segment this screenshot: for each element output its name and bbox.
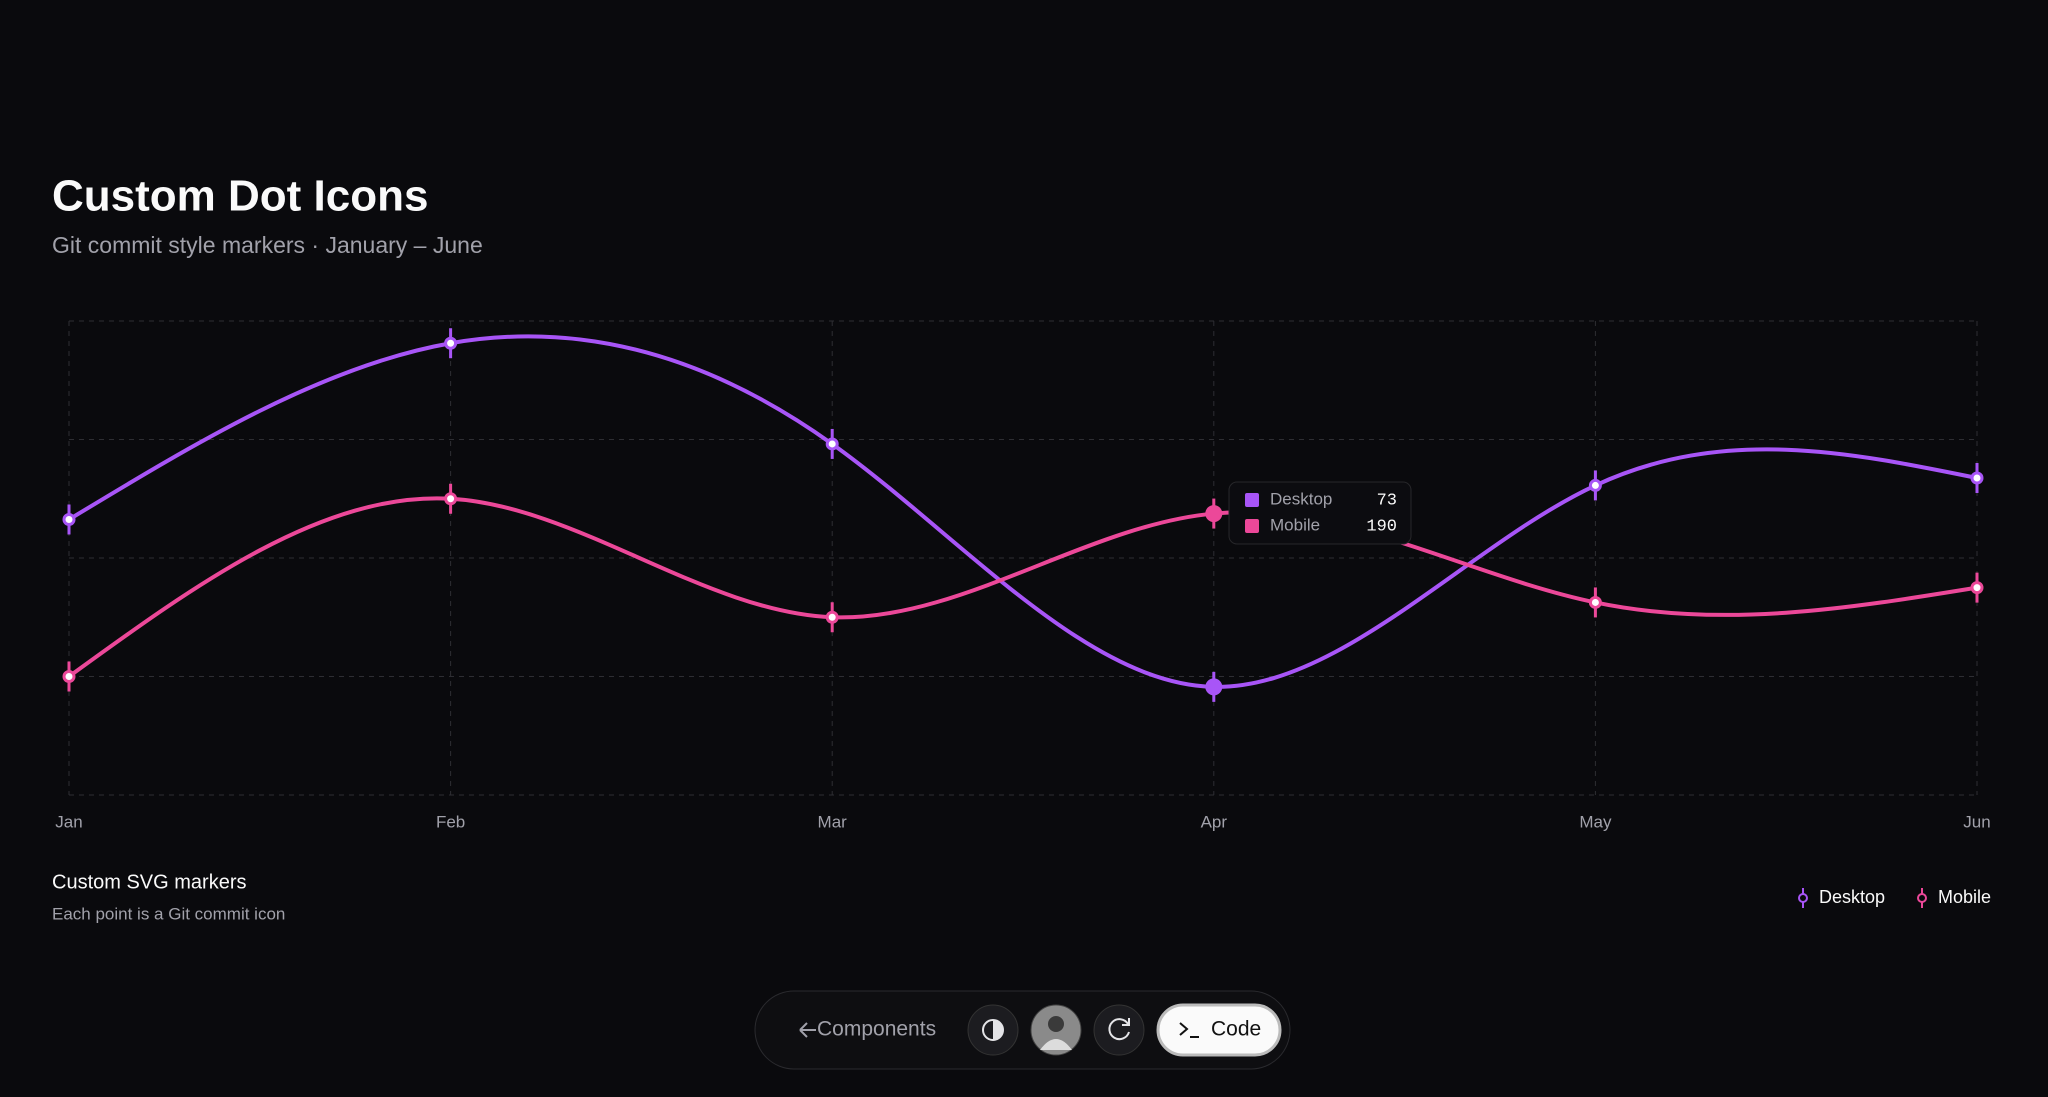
- commit-marker: [1588, 587, 1602, 618]
- commit-dot: [1205, 505, 1223, 523]
- legend-label: Desktop: [1819, 887, 1885, 907]
- series-line: [67, 496, 1978, 679]
- caption: Custom SVG markers: [52, 871, 246, 893]
- commit-dot: [825, 437, 839, 451]
- arrow-icon: [799, 1022, 816, 1038]
- avatar[interactable]: [1030, 1004, 1082, 1056]
- toolbar: Components Code: [754, 990, 1291, 1070]
- code-button[interactable]: Code: [1156, 1003, 1282, 1057]
- commit-marker: [1205, 498, 1223, 529]
- commit-marker: [1588, 470, 1602, 501]
- commit-marker: [825, 428, 839, 459]
- description: Each point is a Git commit icon: [52, 904, 285, 923]
- tooltip: Desktop 73 Mobile 190: [1228, 481, 1412, 545]
- refresh-button[interactable]: [1093, 1004, 1145, 1056]
- button-bg: [1156, 1003, 1282, 1057]
- lines: [67, 334, 1978, 689]
- commit-dot: [444, 492, 458, 506]
- tooltip-value: 73: [1377, 491, 1397, 510]
- commit-marker: [444, 483, 458, 514]
- x-tick-label: Feb: [436, 812, 465, 831]
- commit-marker: [1970, 572, 1984, 603]
- refresh-icon: [1108, 1018, 1130, 1041]
- commit-marker: [62, 504, 76, 535]
- series-line: [67, 334, 1978, 689]
- commit-dot: [62, 670, 76, 683]
- commit-dot: [62, 512, 76, 526]
- x-tick-label: May: [1579, 812, 1612, 831]
- avatar-head: [1048, 1016, 1064, 1032]
- commit-dot: [1970, 471, 1984, 485]
- x-tick-label: Apr: [1201, 812, 1228, 831]
- back-button[interactable]: Components: [799, 1018, 936, 1041]
- commit-marker: [444, 328, 458, 359]
- x-tick-label: Jan: [55, 812, 82, 831]
- commit-dot: [1588, 595, 1602, 609]
- x-tick-label: Jun: [1963, 812, 1990, 831]
- commit-marker: [1205, 671, 1223, 702]
- grid: Jan Feb Mar Apr May Jun: [55, 320, 1991, 831]
- commit-dot: [1205, 678, 1223, 696]
- tooltip-value: 190: [1366, 517, 1397, 536]
- back-label: Components: [817, 1018, 936, 1041]
- commit-marker: [62, 661, 76, 692]
- commit-dot: [825, 610, 839, 624]
- button-bg: [1093, 1004, 1145, 1056]
- commit-dot: [1588, 478, 1602, 492]
- theme-button[interactable]: [967, 1004, 1019, 1056]
- x-tick-label: Mar: [818, 812, 848, 831]
- tooltip-name: Mobile: [1270, 515, 1320, 534]
- legend: Desktop Mobile: [1798, 887, 1991, 908]
- commit-dot: [444, 336, 458, 350]
- avatar-body: [1040, 1039, 1072, 1050]
- tooltip-swatch: [1245, 519, 1259, 533]
- toolbar-bg: [754, 990, 1291, 1070]
- legend-label: Mobile: [1938, 887, 1991, 907]
- refresh-arrow: [1122, 1018, 1130, 1026]
- tooltip-swatch: [1245, 493, 1259, 507]
- legend-dot: [1917, 893, 1927, 903]
- tooltip-box: [1228, 481, 1412, 545]
- chart-subtitle: Git commit style markers · January – Jun…: [52, 232, 483, 258]
- legend-dot: [1798, 893, 1808, 903]
- tooltip-name: Desktop: [1270, 489, 1332, 508]
- chart-title: Custom Dot Icons: [52, 172, 428, 221]
- terminal-icon: [1179, 1022, 1199, 1038]
- code-label: Code: [1211, 1018, 1261, 1041]
- markers: [62, 328, 1984, 702]
- commit-marker: [1970, 463, 1984, 494]
- theme-icon-half: [993, 1020, 1003, 1040]
- commit-marker: [825, 602, 839, 633]
- commit-dot: [1970, 581, 1984, 595]
